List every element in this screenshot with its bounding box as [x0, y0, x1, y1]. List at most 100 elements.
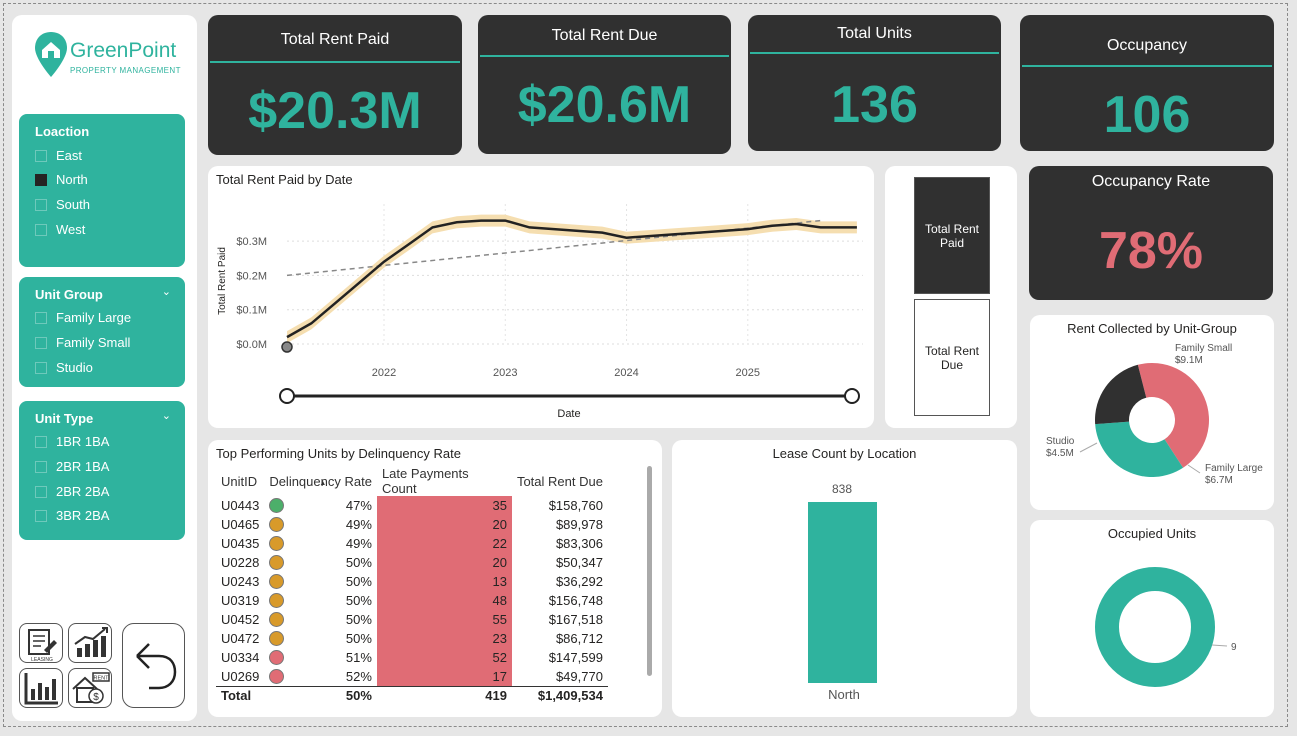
kpi-total-units: Total Units 136	[748, 15, 1001, 151]
report-nav-button[interactable]	[19, 668, 63, 708]
cell-value: 50%	[345, 593, 372, 608]
header-delinquency-rate[interactable]: Delinquency Rate ▲	[264, 466, 377, 496]
checkbox-icon[interactable]	[35, 435, 47, 448]
kpi-rent-paid: Total Rent Paid $20.3M	[208, 15, 462, 155]
x-axis-label: Date	[557, 408, 580, 420]
table-row[interactable]: U0334 51% 52 $147,599	[216, 648, 608, 667]
donut-data-label: 9	[1231, 642, 1237, 653]
location-option-north[interactable]: North	[35, 172, 88, 187]
slider-handle-start[interactable]	[279, 388, 295, 404]
table-row[interactable]: U0465 49% 20 $89,978	[216, 515, 608, 534]
cell-unitid: U0443	[221, 498, 260, 513]
header-unitid[interactable]: UnitID	[221, 473, 258, 489]
kpi-value: 78%	[1098, 222, 1204, 280]
checkbox-icon[interactable]	[35, 509, 47, 522]
table-row[interactable]: U0228 50% 20 $50,347	[216, 553, 608, 572]
leasing-nav-button[interactable]: LEASING	[19, 623, 63, 663]
table-row[interactable]: U0435 49% 22 $83,306	[216, 534, 608, 553]
cell-value: 49%	[345, 536, 372, 551]
unit-group-slicer-title: Unit Group	[35, 287, 103, 302]
rent-paid-line-chart: Total Rent Paid by Date $0.3M $0.2M $0.1M $…	[208, 166, 874, 428]
donut-slice[interactable]	[1095, 421, 1184, 477]
cell-unitid: U0243	[221, 574, 260, 589]
checkbox-icon[interactable]	[35, 460, 47, 473]
table-row[interactable]: U0269 52% 17 $49,770	[216, 667, 608, 686]
unit-type-option-2br2ba[interactable]: 2BR 2BA	[35, 484, 109, 499]
kpi-occupancy-rate: Occupancy Rate 78%	[1029, 166, 1273, 300]
location-slicer-title: Loaction	[35, 124, 90, 139]
header-late-payments[interactable]: Late Payments Count	[381, 466, 469, 496]
donut-canvas: 9	[1095, 567, 1237, 687]
checkbox-checked-icon[interactable]	[35, 173, 47, 186]
header-label: Delinquency Rate	[269, 473, 372, 489]
slider-handle-end[interactable]	[844, 388, 860, 404]
cell-rent-due: $36,292	[555, 574, 603, 589]
checkbox-icon[interactable]	[35, 149, 47, 162]
option-label: West	[56, 222, 86, 237]
toggle-rent-due-button[interactable]: Total Rent Due	[914, 299, 990, 416]
cell-late-payments: 20	[376, 553, 512, 572]
checkbox-icon[interactable]	[35, 485, 47, 498]
option-label: 2BR 2BA	[56, 484, 110, 499]
table-row[interactable]: U0319 50% 48 $156,748	[216, 591, 608, 610]
growth-nav-button[interactable]	[68, 623, 112, 663]
table-row[interactable]: U0243 50% 13 $36,292	[216, 572, 608, 591]
unit-type-option-3br2ba[interactable]: 3BR 2BA	[35, 508, 109, 523]
option-label: East	[56, 148, 83, 163]
location-option-south[interactable]: South	[35, 197, 90, 212]
option-label: South	[56, 197, 90, 212]
toggle-rent-paid-button[interactable]: Total Rent Paid	[914, 177, 990, 294]
leader-line	[1079, 442, 1098, 453]
cell-rent-due: $49,770	[555, 668, 603, 684]
unit-group-option-studio[interactable]: Studio	[35, 360, 93, 375]
bar[interactable]	[808, 502, 877, 683]
location-option-west[interactable]: West	[35, 222, 85, 237]
checkbox-icon[interactable]	[35, 311, 47, 324]
option-label: Family Large	[56, 310, 132, 325]
kpi-value: $20.3M	[248, 82, 422, 140]
leader-line	[1187, 464, 1201, 474]
back-button[interactable]	[122, 623, 185, 708]
bar-chart-icon	[24, 673, 58, 705]
kpi-divider	[750, 52, 999, 54]
unit-type-option-2br1ba[interactable]: 2BR 1BA	[35, 459, 109, 474]
y-tick-label: $0.2M	[236, 270, 267, 282]
dashboard-frame	[3, 3, 1288, 727]
chevron-down-icon[interactable]: ⌄	[161, 286, 171, 298]
checkbox-icon[interactable]	[35, 198, 47, 211]
checkbox-icon[interactable]	[35, 361, 47, 374]
donut-slice[interactable]	[1095, 567, 1215, 687]
unit-type-option-1br1ba[interactable]: 1BR 1BA	[35, 434, 109, 449]
kpi-value: 136	[831, 76, 918, 134]
unit-group-option-family-large[interactable]: Family Large	[35, 310, 131, 325]
chart-title: Rent Collected by Unit-Group	[1067, 321, 1237, 336]
status-dot-icon	[269, 612, 285, 627]
donut-slice[interactable]	[1095, 364, 1147, 425]
kpi-divider	[480, 55, 729, 57]
unit-group-slicer[interactable]: Unit Group ⌄ Family Large Family Small S…	[19, 277, 185, 387]
chevron-down-icon[interactable]: ⌄	[161, 410, 171, 422]
table-row[interactable]: U0452 50% 55 $167,518	[216, 610, 608, 629]
label-name: Family Large	[1205, 463, 1263, 474]
kpi-title: Total Rent Due	[551, 27, 658, 44]
rent-nav-button[interactable]: RENT $	[68, 668, 112, 708]
table-scrollbar[interactable]	[647, 466, 652, 676]
kpi-value: $20.6M	[517, 76, 692, 134]
leader-line	[1211, 644, 1228, 647]
header-total-rent-due[interactable]: Total Rent Due	[516, 473, 603, 489]
forecast-band	[287, 214, 857, 344]
table-row[interactable]: U0472 50% 23 $86,712	[216, 629, 608, 648]
location-slicer[interactable]: Loaction East North South West	[19, 114, 185, 267]
unit-type-slicer[interactable]: Unit Type ⌄ 1BR 1BA 2BR 1BA 2BR 2BA 3BR …	[19, 401, 185, 540]
cell-delinquency: 49%	[264, 534, 377, 553]
cell-late-payments: 35	[376, 496, 512, 515]
table-row[interactable]: U0443 47% 35 $158,760	[216, 496, 608, 515]
donut-canvas	[1079, 357, 1209, 477]
cell-late-payments: 23	[376, 629, 512, 648]
unit-group-option-family-small[interactable]: Family Small	[35, 335, 130, 350]
location-option-east[interactable]: East	[35, 148, 82, 163]
y-axis-label: Total Rent Paid	[217, 247, 228, 315]
checkbox-icon[interactable]	[35, 336, 47, 349]
checkbox-icon[interactable]	[35, 223, 47, 236]
donut-slice[interactable]	[1137, 363, 1209, 468]
